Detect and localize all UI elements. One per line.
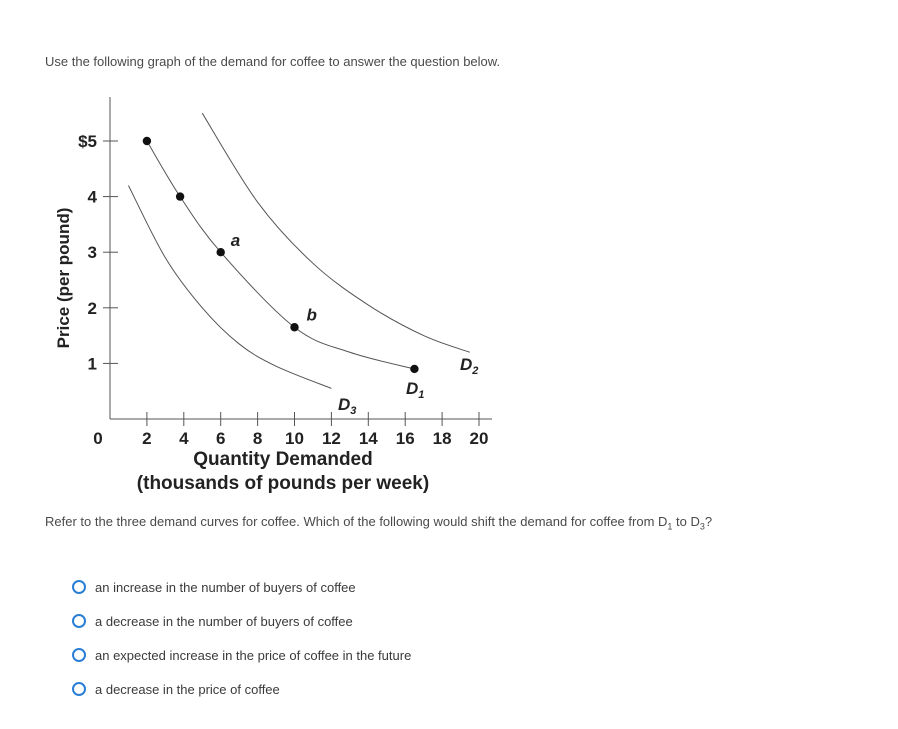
answer-label: a decrease in the number of buyers of co…: [95, 613, 353, 629]
y-tick-label: 2: [88, 299, 97, 318]
x-tick-label: 4: [179, 429, 189, 448]
curve-d1: [146, 140, 415, 370]
question-middle: to D: [672, 514, 700, 529]
curve-label-d1: D1: [406, 379, 424, 401]
data-point: [410, 364, 419, 374]
question-suffix: ?: [704, 514, 713, 529]
radio-button[interactable]: [72, 580, 86, 594]
x-tick-label: 20: [470, 429, 489, 448]
intro-text: Use the following graph of the demand fo…: [45, 54, 501, 69]
question-sub1: 1: [667, 521, 673, 532]
answer-label: a decrease in the price of coffee: [95, 681, 280, 697]
x-tick-label: 8: [253, 429, 262, 448]
answer-label: an increase in the number of buyers of c…: [95, 579, 356, 595]
curve-d2: [201, 112, 470, 353]
radio-button[interactable]: [72, 614, 86, 628]
data-point: [216, 248, 225, 257]
y-tick-label: $5: [78, 132, 97, 151]
question-sub2: 3: [699, 521, 705, 532]
radio-button[interactable]: [72, 682, 86, 696]
point-label-a: a: [231, 231, 240, 250]
question-prefix: Refer to the three demand curves for cof…: [45, 514, 668, 529]
x-tick-label: 18: [433, 429, 452, 448]
data-point: [142, 136, 152, 146]
answer-option-4[interactable]: a decrease in the price of coffee: [72, 672, 411, 706]
y-tick-label: 4: [88, 188, 98, 207]
y-tick-label: 1: [88, 354, 97, 373]
answer-label: an expected increase in the price of cof…: [95, 647, 412, 663]
answer-option-3[interactable]: an expected increase in the price of cof…: [72, 638, 411, 672]
curve-label-d3: D3: [338, 395, 356, 417]
origin-label: 0: [93, 429, 102, 448]
curve-d3: [128, 185, 332, 389]
answer-option-2[interactable]: a decrease in the number of buyers of co…: [72, 604, 411, 638]
x-tick-label: 12: [322, 429, 341, 448]
answer-options: an increase in the number of buyers of c…: [72, 570, 411, 706]
x-tick-label: 2: [142, 429, 151, 448]
x-tick-label: 10: [285, 429, 304, 448]
x-axis-title: Quantity Demanded: [193, 449, 372, 470]
x-tick-label: 6: [216, 429, 225, 448]
x-axis-subtitle: (thousands of pounds per week): [137, 473, 429, 494]
question-text: Refer to the three demand curves for cof…: [45, 514, 712, 532]
y-axis-title: Price (per pound): [54, 208, 73, 349]
point-label-b: b: [307, 305, 317, 324]
data-point: [290, 323, 299, 332]
data-point: [175, 192, 185, 201]
y-tick-label: 3: [88, 243, 97, 262]
answer-option-1[interactable]: an increase in the number of buyers of c…: [72, 570, 411, 604]
curve-label-d2: D2: [460, 355, 478, 377]
radio-button[interactable]: [72, 648, 86, 662]
x-tick-label: 16: [396, 429, 415, 448]
x-tick-label: 14: [359, 429, 378, 448]
